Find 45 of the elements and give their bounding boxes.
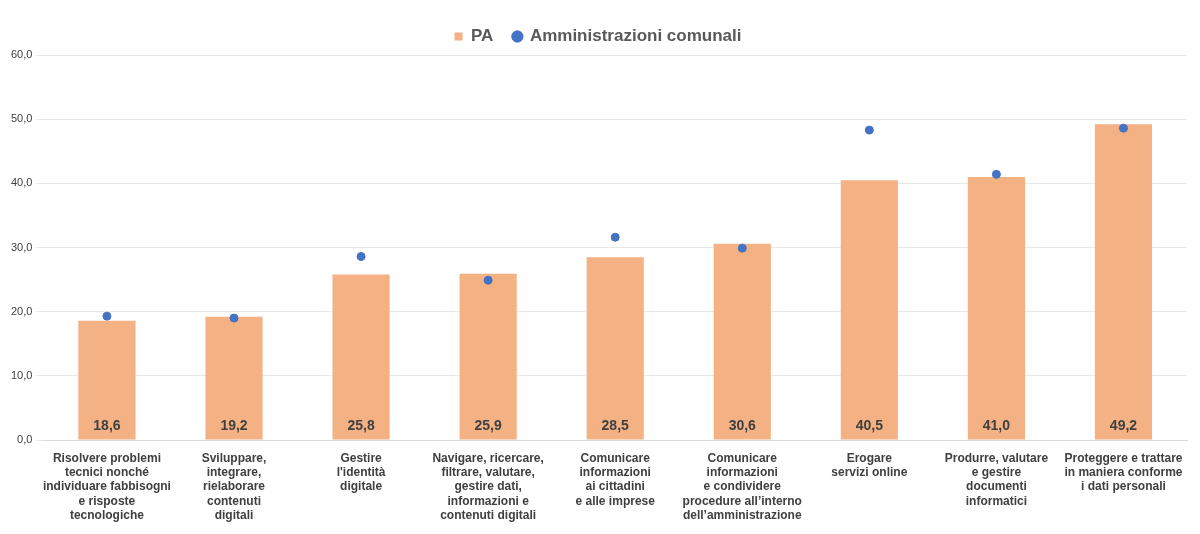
bar [205, 316, 263, 440]
bar [713, 243, 771, 440]
data-label: 30,6 [728, 416, 757, 433]
bar [586, 257, 644, 440]
y-tick-label: 20,0 [10, 304, 33, 317]
y-tick-label: 0,0 [17, 433, 33, 446]
x-tick-label: Produrre, valutare e gestire documenti informatici [944, 450, 1049, 508]
point [864, 125, 874, 135]
data-label: 19,2 [220, 416, 248, 433]
bar [332, 274, 390, 440]
bar [967, 176, 1025, 440]
x-tick-label: Erogare servizi online [831, 450, 908, 479]
x-tick-label: Navigare, ricercare, filtrare, valutare, gestire dati, informazioni e contenuti digitali [432, 450, 544, 523]
y-tick-label: 40,0 [10, 176, 33, 189]
x-tick-label: Risolvere problemi tecnici nonché individuare fabbisogni e risposte tecnologiche [42, 450, 171, 523]
legend-label: PA [471, 26, 494, 46]
x-tick-label: Sviluppare, integrare, rielaborare contenuti digitali [201, 450, 267, 523]
point [1118, 123, 1128, 133]
bar [1094, 124, 1153, 440]
x-tick-label: Proteggere e trattare in maniera conforme i dati personali [1064, 450, 1183, 494]
point [737, 243, 747, 253]
bar [78, 320, 136, 440]
bar [840, 180, 898, 440]
y-tick-label: 50,0 [10, 112, 33, 125]
point [991, 169, 1001, 179]
x-tick-label: Gestire l'identità digitale [336, 450, 386, 494]
data-label: 18,6 [93, 416, 121, 433]
data-label: 28,5 [601, 416, 630, 433]
x-tick-label: Comunicare informazioni ai cittadini e alle imprese [575, 450, 656, 508]
data-label: 25,9 [474, 416, 502, 433]
bar [459, 273, 517, 440]
data-label: 49,2 [1109, 416, 1138, 433]
point [483, 275, 493, 285]
data-label: 40,5 [855, 416, 884, 433]
y-tick-label: 10,0 [10, 368, 33, 381]
data-label: 41,0 [982, 416, 1011, 433]
legend-label: Amministrazioni comunali [529, 26, 742, 46]
y-tick-label: 60,0 [10, 48, 33, 61]
y-tick-label: 30,0 [10, 240, 33, 253]
x-tick-label: Comunicare informazioni e condividere procedure all’interno dell’amministrazione [682, 450, 802, 523]
point [356, 251, 366, 261]
point [102, 311, 112, 321]
point [229, 313, 239, 323]
data-label: 25,8 [347, 416, 375, 433]
point [610, 232, 620, 242]
